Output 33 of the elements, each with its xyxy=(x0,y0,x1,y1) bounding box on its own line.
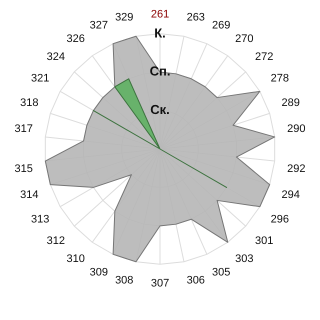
spoke-label: 289 xyxy=(282,96,300,109)
spoke-label: 327 xyxy=(90,20,108,32)
spoke-label: 318 xyxy=(20,96,38,109)
spoke-label: 314 xyxy=(20,189,38,202)
spoke-label: 301 xyxy=(254,235,274,248)
spoke-label: 272 xyxy=(254,50,274,63)
y-tick-label: Ск. xyxy=(150,102,170,118)
spoke-label: 306 xyxy=(186,274,205,287)
spoke-label: 317 xyxy=(14,123,33,136)
spoke-label: 307 xyxy=(150,277,170,290)
spoke-label: 278 xyxy=(270,72,290,85)
spoke-label: 321 xyxy=(30,72,50,85)
spoke-label: 312 xyxy=(46,235,66,248)
spoke-label: 292 xyxy=(287,162,306,175)
spoke-label: 308 xyxy=(115,274,134,287)
spoke-label: 329 xyxy=(115,11,134,24)
spoke-label: 303 xyxy=(235,253,254,266)
spoke-label: 263 xyxy=(186,11,205,24)
spoke-label: 296 xyxy=(270,214,290,226)
spoke-label: 269 xyxy=(212,20,230,32)
spoke-label: 310 xyxy=(66,253,85,266)
spoke-label: 326 xyxy=(66,33,85,46)
spoke-label: 313 xyxy=(30,214,50,226)
spoke-label: 309 xyxy=(90,266,108,278)
y-tick-label: К. xyxy=(154,25,166,40)
spoke-label: 261 xyxy=(150,8,170,21)
spoke-label: 290 xyxy=(287,123,306,136)
spoke-label: 315 xyxy=(14,162,33,175)
y-tick-label: Сп. xyxy=(150,64,170,79)
spoke-label: 324 xyxy=(46,50,66,63)
spoke-label: 270 xyxy=(235,33,254,46)
spoke-label: 294 xyxy=(282,189,300,202)
spoke-label: 305 xyxy=(212,266,230,278)
